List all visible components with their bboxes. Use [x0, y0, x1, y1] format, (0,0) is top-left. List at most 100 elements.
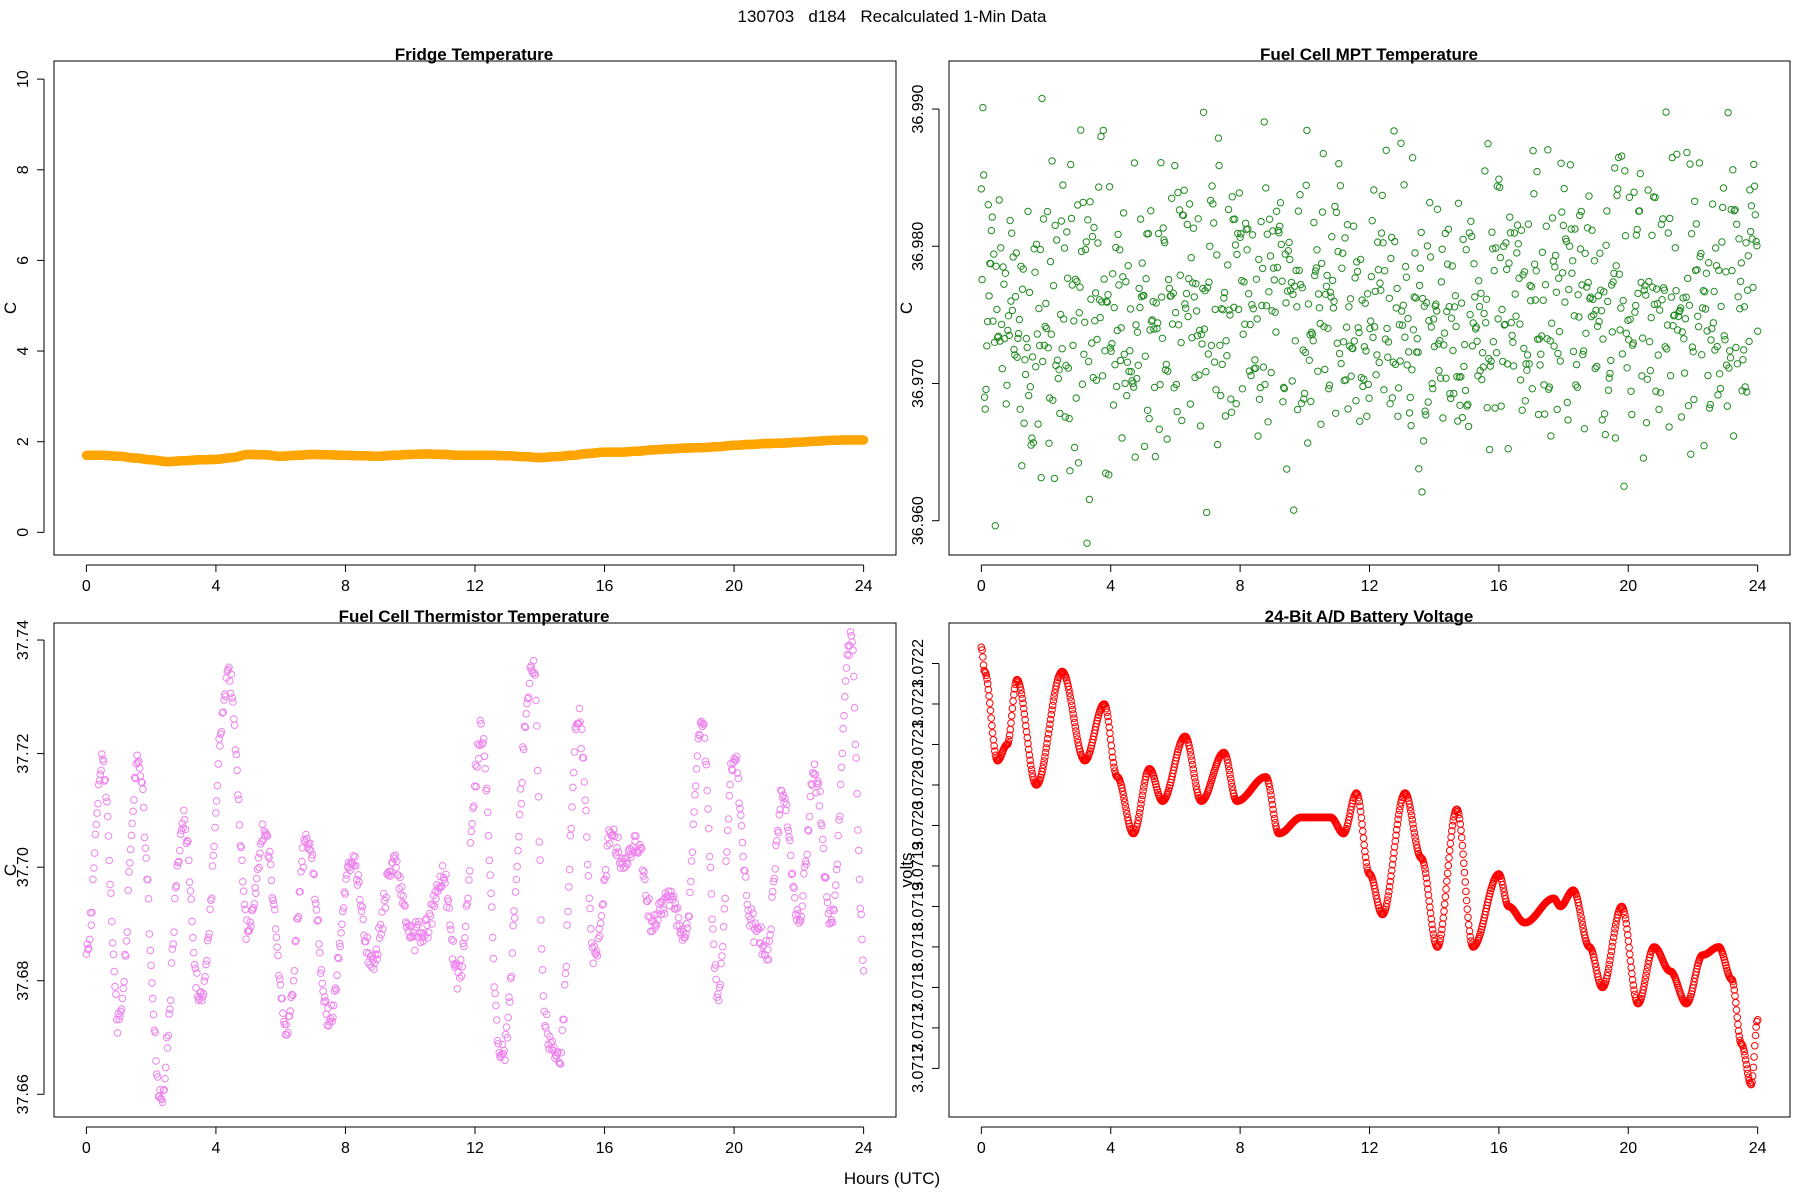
- data-point: [1342, 323, 1351, 331]
- data-point: [250, 900, 259, 908]
- data-point: [1232, 400, 1240, 408]
- data-point: [1468, 232, 1476, 241]
- data-point: [1236, 233, 1244, 242]
- data-point: [1341, 234, 1349, 242]
- data-point: [267, 876, 276, 885]
- data-point: [1643, 967, 1651, 976]
- data-point: [1473, 337, 1481, 345]
- data-point: [1008, 704, 1017, 713]
- data-point: [458, 962, 467, 971]
- data-point: [999, 263, 1007, 271]
- data-point: [515, 810, 524, 819]
- data-point: [1609, 278, 1617, 286]
- data-point: [1371, 287, 1380, 296]
- data-point: [537, 916, 545, 924]
- data-point: [1496, 253, 1505, 262]
- data-point: [1421, 407, 1429, 415]
- data-point: [1278, 277, 1286, 285]
- data-point: [802, 860, 811, 868]
- data-point: [455, 961, 463, 970]
- data-point: [1589, 295, 1597, 303]
- data-point: [1677, 413, 1686, 421]
- data-point: [379, 889, 388, 898]
- data-point: [1248, 301, 1256, 309]
- data-point: [225, 677, 234, 685]
- data-point: [791, 894, 799, 902]
- data-point: [1108, 753, 1117, 762]
- data-point: [567, 824, 576, 833]
- data-point: [798, 902, 807, 911]
- data-point: [1695, 159, 1704, 167]
- data-point: [826, 906, 834, 915]
- data-point: [1465, 927, 1474, 936]
- data-point: [1632, 301, 1640, 310]
- data-point: [682, 920, 691, 928]
- data-point: [1021, 356, 1029, 364]
- data-point: [1648, 231, 1656, 240]
- data-point: [605, 839, 614, 848]
- data-point: [1074, 459, 1083, 467]
- data-point: [1276, 199, 1285, 207]
- data-point: [1095, 183, 1103, 191]
- data-point: [1728, 266, 1736, 275]
- data-point: [1265, 215, 1274, 223]
- data-point: [352, 875, 361, 884]
- data-points: [81, 435, 869, 467]
- data-point: [507, 972, 516, 981]
- y-axis-label: C: [1, 302, 20, 314]
- data-point: [1665, 423, 1673, 431]
- data-point: [261, 831, 269, 840]
- data-point: [1601, 430, 1610, 439]
- data-point: [328, 1017, 336, 1026]
- data-point: [521, 723, 530, 732]
- data-point: [1147, 207, 1155, 215]
- data-point: [859, 967, 868, 975]
- data-point: [561, 969, 570, 978]
- data-point: [809, 768, 817, 777]
- data-point: [1024, 739, 1032, 748]
- data-point: [140, 833, 149, 842]
- data-point: [1749, 283, 1757, 292]
- data-point: [1120, 798, 1129, 807]
- data-point: [1606, 369, 1614, 378]
- data-point: [1376, 279, 1384, 287]
- data-point: [734, 774, 743, 783]
- data-point: [1626, 957, 1635, 965]
- data-point: [121, 950, 129, 959]
- data-point: [103, 798, 111, 806]
- data-point: [1525, 360, 1533, 368]
- data-point: [220, 696, 228, 704]
- data-point: [1652, 285, 1661, 293]
- data-point: [363, 933, 372, 942]
- data-point: [823, 898, 832, 907]
- data-point: [351, 853, 359, 861]
- data-point: [710, 964, 719, 973]
- data-point: [1584, 278, 1592, 287]
- data-point: [1309, 337, 1317, 345]
- data-point: [1006, 216, 1014, 225]
- x-tick-label: 0: [82, 578, 91, 595]
- data-points: [82, 628, 868, 1107]
- data-point: [489, 954, 498, 963]
- data-point: [297, 868, 305, 876]
- data-point: [1099, 126, 1108, 135]
- data-point: [441, 879, 449, 887]
- data-point: [1708, 200, 1717, 208]
- data-point: [330, 987, 339, 995]
- data-point: [1009, 697, 1017, 706]
- data-point: [442, 870, 450, 879]
- data-point: [357, 907, 366, 916]
- data-point: [1021, 716, 1029, 724]
- data-point: [1235, 189, 1244, 197]
- data-point: [1270, 814, 1279, 823]
- data-point: [786, 851, 795, 860]
- data-point: [1223, 352, 1231, 360]
- data-point: [239, 887, 248, 896]
- data-point: [759, 941, 768, 950]
- data-point: [1635, 207, 1644, 215]
- data-point: [1049, 697, 1058, 705]
- data-point: [691, 782, 700, 791]
- data-point: [290, 967, 299, 975]
- data-point: [659, 905, 667, 914]
- data-point: [1621, 167, 1629, 175]
